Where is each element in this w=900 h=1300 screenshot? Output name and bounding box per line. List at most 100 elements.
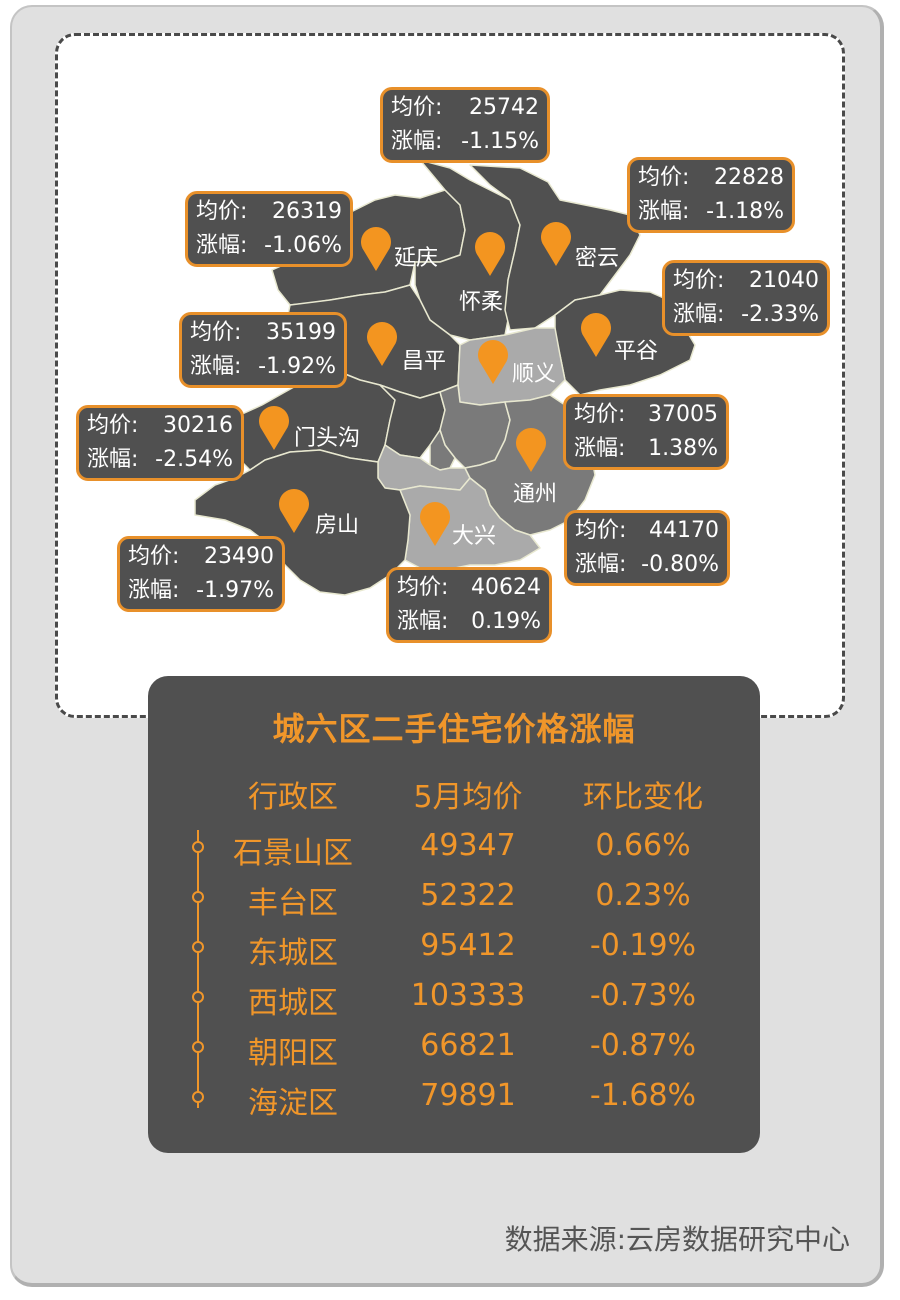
price-label: 均价:: [575, 518, 627, 543]
beijing-district-map: [194, 159, 696, 596]
timeline-dot-icon: [192, 891, 204, 903]
district-label-miyun: 密云: [575, 246, 620, 271]
region-huairou: [414, 159, 521, 341]
change-value: 1.38%: [648, 436, 718, 461]
map-pin-icon-daxing[interactable]: [420, 502, 450, 546]
cell-price: 95412: [420, 928, 516, 963]
callout-daxing: 均价: 40624 涨幅: 0.19%: [386, 567, 552, 643]
cell-district: 西城区: [248, 986, 338, 1021]
cell-change: -0.87%: [589, 1028, 697, 1063]
cell-price: 103333: [410, 978, 526, 1013]
change-label: 涨幅:: [128, 578, 180, 603]
price-label: 均价:: [87, 413, 139, 438]
map-pin-icon-fangshan[interactable]: [279, 489, 309, 533]
change-value: -1.06%: [264, 233, 342, 258]
change-label: 涨幅:: [574, 436, 626, 461]
cell-district: 朝阳区: [248, 1036, 338, 1071]
map-pin-icon-huairou[interactable]: [475, 232, 505, 276]
price-value: 35199: [266, 320, 336, 345]
table-row: 丰台区 52322 0.23%: [148, 878, 760, 928]
change-label: 涨幅:: [391, 129, 443, 154]
price-label: 均价:: [574, 402, 626, 427]
cell-price: 52322: [420, 878, 516, 913]
price-value: 21040: [749, 268, 819, 293]
data-source: 数据来源:云房数据研究中心: [504, 1223, 850, 1256]
price-label: 均价:: [190, 320, 242, 345]
map-pin-icon-mentougou[interactable]: [259, 406, 289, 450]
change-value: -0.80%: [641, 552, 719, 577]
change-label: 涨幅:: [673, 302, 725, 327]
panel-title: 城六区二手住宅价格涨幅: [272, 710, 636, 748]
district-label-mentougou: 门头沟: [294, 426, 361, 451]
price-value: 23490: [204, 544, 274, 569]
change-label: 涨幅:: [575, 552, 627, 577]
timeline-dot-icon: [192, 1041, 204, 1053]
table-row: 海淀区 79891 -1.68%: [148, 1078, 760, 1128]
callout-fangshan: 均价: 23490 涨幅: -1.97%: [117, 536, 285, 612]
price-value: 22828: [714, 165, 784, 190]
change-label: 涨幅:: [397, 609, 449, 634]
district-label-changping: 昌平: [402, 349, 447, 374]
timeline-line: [197, 830, 199, 1108]
callout-yanqing: 均价: 26319 涨幅: -1.06%: [185, 191, 353, 267]
cell-district: 东城区: [248, 936, 338, 971]
price-label: 均价:: [673, 268, 725, 293]
region-daxing: [399, 477, 541, 571]
price-value: 40624: [471, 575, 541, 600]
change-label: 涨幅:: [87, 447, 139, 472]
table-row: 石景山区 49347 0.66%: [148, 828, 760, 878]
map-pin-icon-shunyi[interactable]: [478, 340, 508, 384]
callout-huairou: 均价: 25742 涨幅: -1.15%: [380, 87, 550, 163]
change-value: 0.19%: [471, 609, 541, 634]
price-value: 37005: [648, 402, 718, 427]
map-pin-icon-changping[interactable]: [367, 322, 397, 366]
price-label: 均价:: [391, 95, 443, 120]
timeline-dot-icon: [192, 991, 204, 1003]
district-label-shunyi: 顺义: [512, 362, 557, 387]
map-pin-icon-pinggu[interactable]: [581, 313, 611, 357]
region-fangshan: [194, 449, 411, 596]
change-label: 涨幅:: [196, 233, 248, 258]
change-value: -1.97%: [196, 578, 274, 603]
header-price: 5月均价: [413, 780, 523, 815]
district-label-tongzhou: 通州: [513, 482, 558, 507]
change-value: -1.15%: [461, 129, 539, 154]
header-district: 行政区: [248, 780, 338, 815]
cell-change: -0.73%: [589, 978, 697, 1013]
urban-districts-panel: 城六区二手住宅价格涨幅 行政区 5月均价 环比变化 石景山区 49347 0.6…: [148, 676, 760, 1153]
price-value: 44170: [649, 518, 719, 543]
table-row: 东城区 95412 -0.19%: [148, 928, 760, 978]
change-value: -1.18%: [706, 199, 784, 224]
change-label: 涨幅:: [190, 354, 242, 379]
change-value: -2.54%: [155, 447, 233, 472]
callout-shunyi: 均价: 37005 涨幅: 1.38%: [563, 394, 729, 470]
header-change: 环比变化: [583, 780, 703, 815]
price-label: 均价:: [638, 165, 690, 190]
district-label-pinggu: 平谷: [614, 339, 659, 364]
change-value: -1.92%: [258, 354, 336, 379]
district-label-huairou: 怀柔: [459, 290, 504, 315]
callout-pinggu: 均价: 21040 涨幅: -2.33%: [662, 260, 830, 336]
cell-price: 66821: [420, 1028, 516, 1063]
timeline-dot-icon: [192, 841, 204, 853]
map-pin-icon-yanqing[interactable]: [361, 227, 391, 271]
change-label: 涨幅:: [638, 199, 690, 224]
cell-change: -0.19%: [589, 928, 697, 963]
cell-district: 海淀区: [248, 1086, 338, 1121]
cell-change: -1.68%: [589, 1078, 697, 1113]
map-pin-icon-miyun[interactable]: [541, 222, 571, 266]
price-label: 均价:: [128, 544, 180, 569]
cell-change: 0.23%: [595, 878, 691, 913]
map-pin-icon-tongzhou[interactable]: [516, 428, 546, 472]
cell-district: 丰台区: [248, 886, 338, 921]
table-row: 西城区 103333 -0.73%: [148, 978, 760, 1028]
price-label: 均价:: [397, 575, 449, 600]
cell-change: 0.66%: [595, 828, 691, 863]
price-value: 30216: [163, 413, 233, 438]
cell-price: 49347: [420, 828, 516, 863]
district-label-daxing: 大兴: [452, 524, 497, 549]
callout-changping: 均价: 35199 涨幅: -1.92%: [179, 312, 347, 388]
price-value: 25742: [469, 95, 539, 120]
district-label-yanqing: 延庆: [394, 246, 439, 271]
price-value: 26319: [272, 199, 342, 224]
